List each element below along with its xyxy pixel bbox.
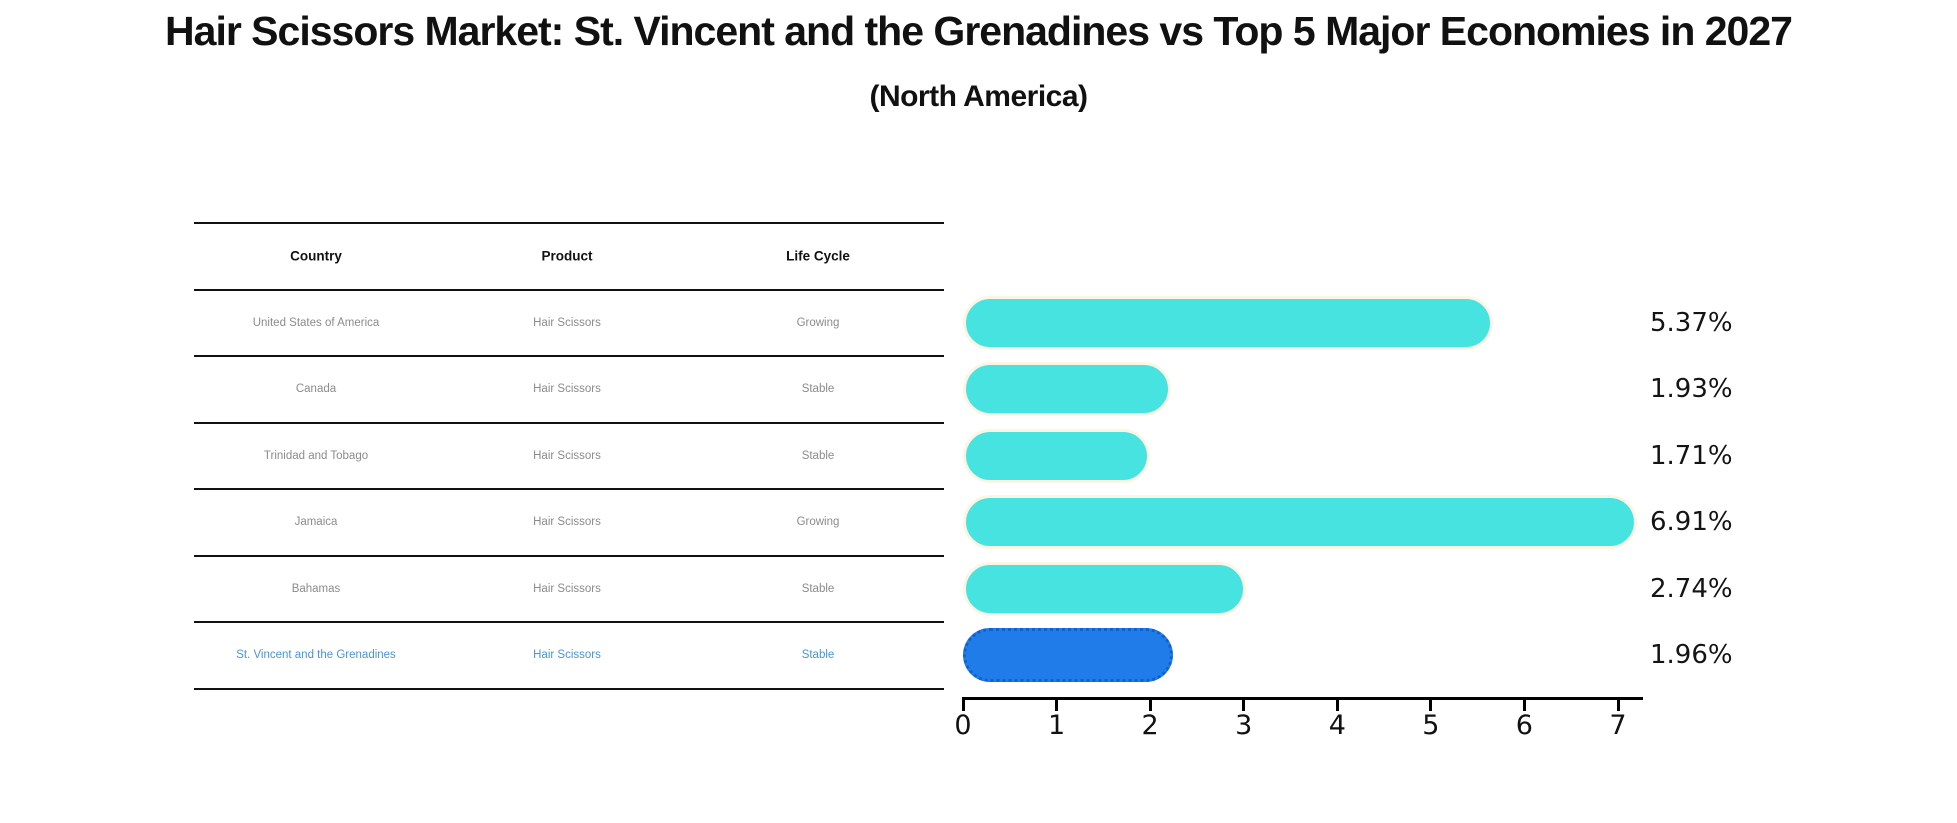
cell-life-cycle: Stable <box>801 582 835 595</box>
table-line <box>194 488 944 490</box>
table-line <box>194 554 944 557</box>
cell-product: Hair Scissors <box>533 383 601 396</box>
chart-subtitle: (North America) <box>869 80 1088 113</box>
cell-life-cycle: Growing <box>796 316 840 329</box>
x-axis-tick <box>1616 700 1620 711</box>
x-axis-tick <box>1242 700 1246 711</box>
x-axis-tick <box>1429 700 1433 711</box>
cell-country: United States of America <box>252 316 380 329</box>
cell-life-cycle: Stable <box>801 449 835 462</box>
cell-life-cycle: Growing <box>796 516 840 529</box>
cell-product: Hair Scissors <box>533 582 601 595</box>
x-axis-line <box>962 697 1643 700</box>
cell-life-cycle: Stable <box>801 383 835 396</box>
x-axis-tick <box>1148 700 1152 711</box>
x-axis-tick <box>1522 700 1526 711</box>
table-line <box>194 621 944 623</box>
bar-canada <box>963 362 1171 417</box>
table-line <box>194 288 944 291</box>
x-axis-tick-label: 7 <box>1609 710 1627 741</box>
x-axis-tick-label: 3 <box>1235 710 1253 741</box>
cell-country: Canada <box>295 383 337 396</box>
x-axis-tick-label: 5 <box>1422 710 1440 741</box>
x-axis-tick-label: 2 <box>1141 710 1159 741</box>
cell-country: Trinidad and Tobago <box>263 449 369 462</box>
bar-united-states <box>963 295 1493 350</box>
table-line <box>194 222 944 224</box>
cell-life-cycle: Stable <box>801 649 835 662</box>
bar-bahamas <box>963 561 1247 616</box>
cell-product: Hair Scissors <box>533 516 601 529</box>
x-axis-tick-label: 4 <box>1328 710 1346 741</box>
value-label: 6.91% <box>1650 507 1733 538</box>
value-label: 1.71% <box>1650 440 1733 471</box>
cell-country: Bahamas <box>291 582 341 595</box>
column-header-product: Product <box>541 248 593 264</box>
x-axis-tick <box>1055 700 1059 711</box>
cell-product: Hair Scissors <box>533 316 601 329</box>
bar-jamaica <box>963 495 1637 550</box>
bar-st-vincent-highlighted <box>963 628 1174 683</box>
table-line <box>194 421 944 424</box>
x-axis-tick-label: 6 <box>1515 710 1533 741</box>
value-label: 1.96% <box>1650 640 1733 671</box>
value-label: 2.74% <box>1650 573 1733 604</box>
cell-country: St. Vincent and the Grenadines <box>236 649 396 662</box>
chart-title: Hair Scissors Market: St. Vincent and th… <box>165 8 1793 54</box>
x-axis-tick <box>961 700 965 711</box>
x-axis-tick-label: 0 <box>954 710 972 741</box>
value-label: 5.37% <box>1650 307 1733 338</box>
cell-product: Hair Scissors <box>533 649 601 662</box>
column-header-country: Country <box>290 248 342 264</box>
x-axis-tick-label: 1 <box>1048 710 1066 741</box>
table-line <box>194 687 944 690</box>
value-label: 1.93% <box>1650 374 1733 405</box>
x-axis-tick <box>1335 700 1339 711</box>
column-header-life-cycle: Life Cycle <box>786 248 850 264</box>
cell-product: Hair Scissors <box>533 449 601 462</box>
table-line <box>194 355 944 357</box>
cell-country: Jamaica <box>294 516 338 529</box>
bar-trinidad-and-tobago <box>963 428 1150 483</box>
